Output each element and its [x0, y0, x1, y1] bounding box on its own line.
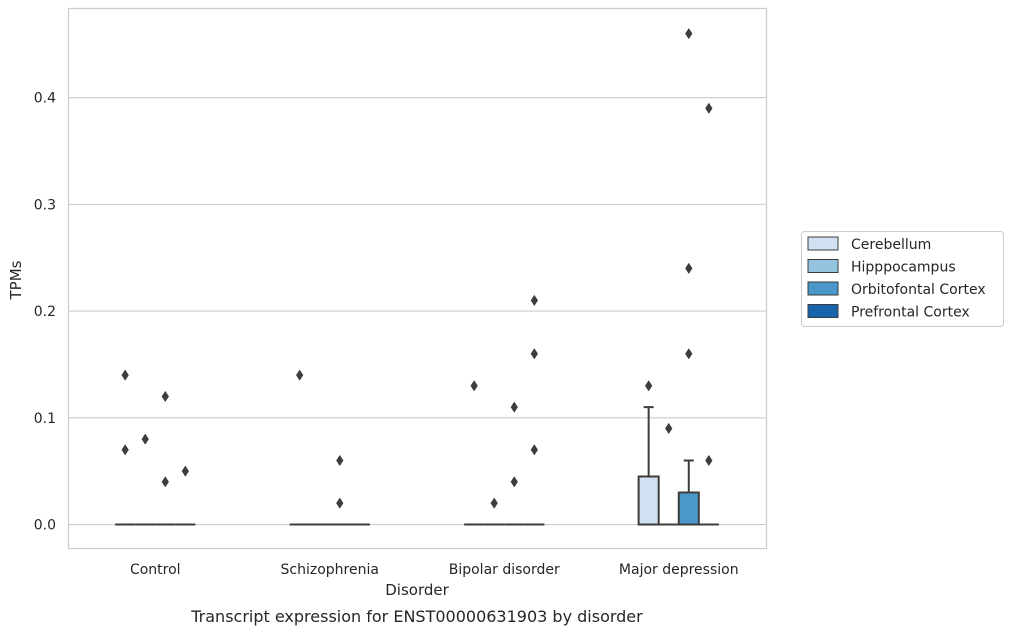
outlier-point	[705, 454, 713, 467]
y-axis-label: TPMs	[7, 260, 25, 300]
y-tick-label: 0.1	[34, 411, 56, 427]
legend-label: Orbitofontal Cortex	[851, 282, 986, 298]
x-axis-label: Disorder	[385, 581, 449, 599]
legend-label: Prefrontal Cortex	[851, 305, 970, 321]
y-tick-label: 0.3	[34, 197, 56, 213]
y-tick-label: 0.2	[34, 304, 56, 320]
x-tick-label: Bipolar disorder	[449, 562, 560, 578]
outlier-point	[181, 465, 190, 477]
outlier-point	[336, 497, 344, 509]
outlier-point	[685, 348, 693, 360]
plot-frame	[67, 7, 768, 550]
outlier-point	[141, 433, 149, 445]
box-body	[637, 475, 660, 526]
legend-label: Cerebellum	[851, 237, 931, 253]
legend-swatch	[807, 281, 839, 296]
outlier-point	[161, 390, 169, 403]
y-axis-ticks: 0.0 0.1 0.2 0.3 0.4	[34, 91, 56, 534]
x-tick-label: Major depression	[619, 562, 739, 578]
legend-items: Cerebellum Hipppocampus Orbitofontal Corte…	[807, 236, 986, 321]
x-axis-ticks: Control Schizophrenia Bipolar disorder Majo…	[130, 562, 739, 578]
outlier-point	[490, 497, 498, 509]
legend-swatch	[807, 259, 839, 273]
outlier-point	[685, 262, 693, 275]
legend-swatch	[807, 304, 839, 318]
outlier-point	[510, 476, 518, 488]
legend: Cerebellum Hipppocampus Orbitofontal Corte…	[801, 231, 1004, 327]
gridlines	[68, 97, 766, 526]
chart-caption: Transcript expression for ENST0000063190…	[190, 607, 643, 626]
outlier-point	[336, 454, 344, 467]
outlier-point	[470, 380, 478, 392]
outlier-point	[121, 369, 129, 381]
outliers	[121, 27, 713, 509]
outlier-point	[121, 444, 129, 456]
box-body	[677, 491, 700, 526]
outlier-point	[665, 422, 673, 435]
outlier-point	[161, 476, 169, 488]
outlier-point	[530, 348, 539, 360]
y-tick-label: 0.4	[34, 91, 56, 107]
outlier-point	[644, 380, 653, 392]
outlier-point	[705, 102, 713, 114]
legend-label: Hipppocampus	[851, 260, 956, 276]
outlier-point	[685, 27, 693, 40]
boxes	[115, 406, 719, 526]
outlier-point	[295, 369, 304, 381]
outlier-point	[530, 294, 539, 307]
x-tick-label: Schizophrenia	[281, 562, 379, 578]
x-tick-label: Control	[130, 562, 181, 578]
legend-frame	[801, 231, 1004, 327]
y-tick-label: 0.0	[34, 518, 56, 534]
outlier-point	[530, 444, 539, 456]
legend-swatch	[807, 236, 839, 251]
outlier-point	[510, 401, 518, 413]
